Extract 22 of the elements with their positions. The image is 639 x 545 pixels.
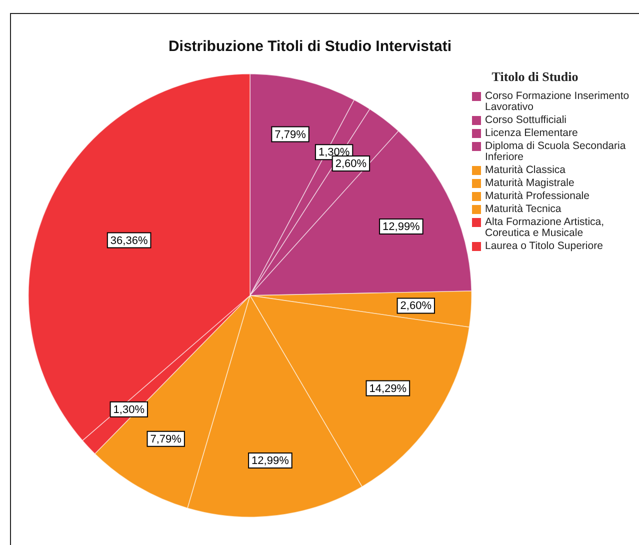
- legend-label: Corso Formazione Inserimento Lavorativo: [485, 90, 630, 113]
- legend-label: Licenza Elementare: [485, 127, 578, 139]
- data-label: 7,79%: [150, 433, 182, 446]
- legend-label: Maturità Tecnica: [485, 203, 562, 215]
- legend-label: Maturità Classica: [485, 164, 566, 176]
- data-label: 36,36%: [110, 234, 148, 247]
- data-label: 1,30%: [113, 404, 145, 416]
- chart-title: Distribuzione Titoli di Studio Intervistati: [167, 38, 453, 55]
- legend-label: Maturità Magistrale: [485, 177, 574, 189]
- legend-label: Corso Sottufficiali: [485, 114, 567, 126]
- legend-label: Alta Formazione Artistica, Coreutica e Musicale: [485, 216, 606, 239]
- legend-label: Diploma di Scuola Secondaria Inferiore: [485, 140, 627, 163]
- legend-label: Maturità Professionale: [485, 190, 590, 202]
- data-label: 7,79%: [274, 128, 306, 141]
- legend-title: Titolo di Studio: [490, 69, 580, 85]
- data-label: 12,99%: [382, 221, 420, 233]
- data-label: 1,30%: [318, 146, 350, 159]
- data-label: 14,29%: [369, 382, 407, 395]
- data-label: 2,60%: [400, 300, 432, 312]
- data-label: 12,99%: [252, 455, 290, 467]
- legend-label: Laurea o Titolo Superiore: [485, 240, 603, 252]
- data-label: 2,60%: [335, 158, 367, 170]
